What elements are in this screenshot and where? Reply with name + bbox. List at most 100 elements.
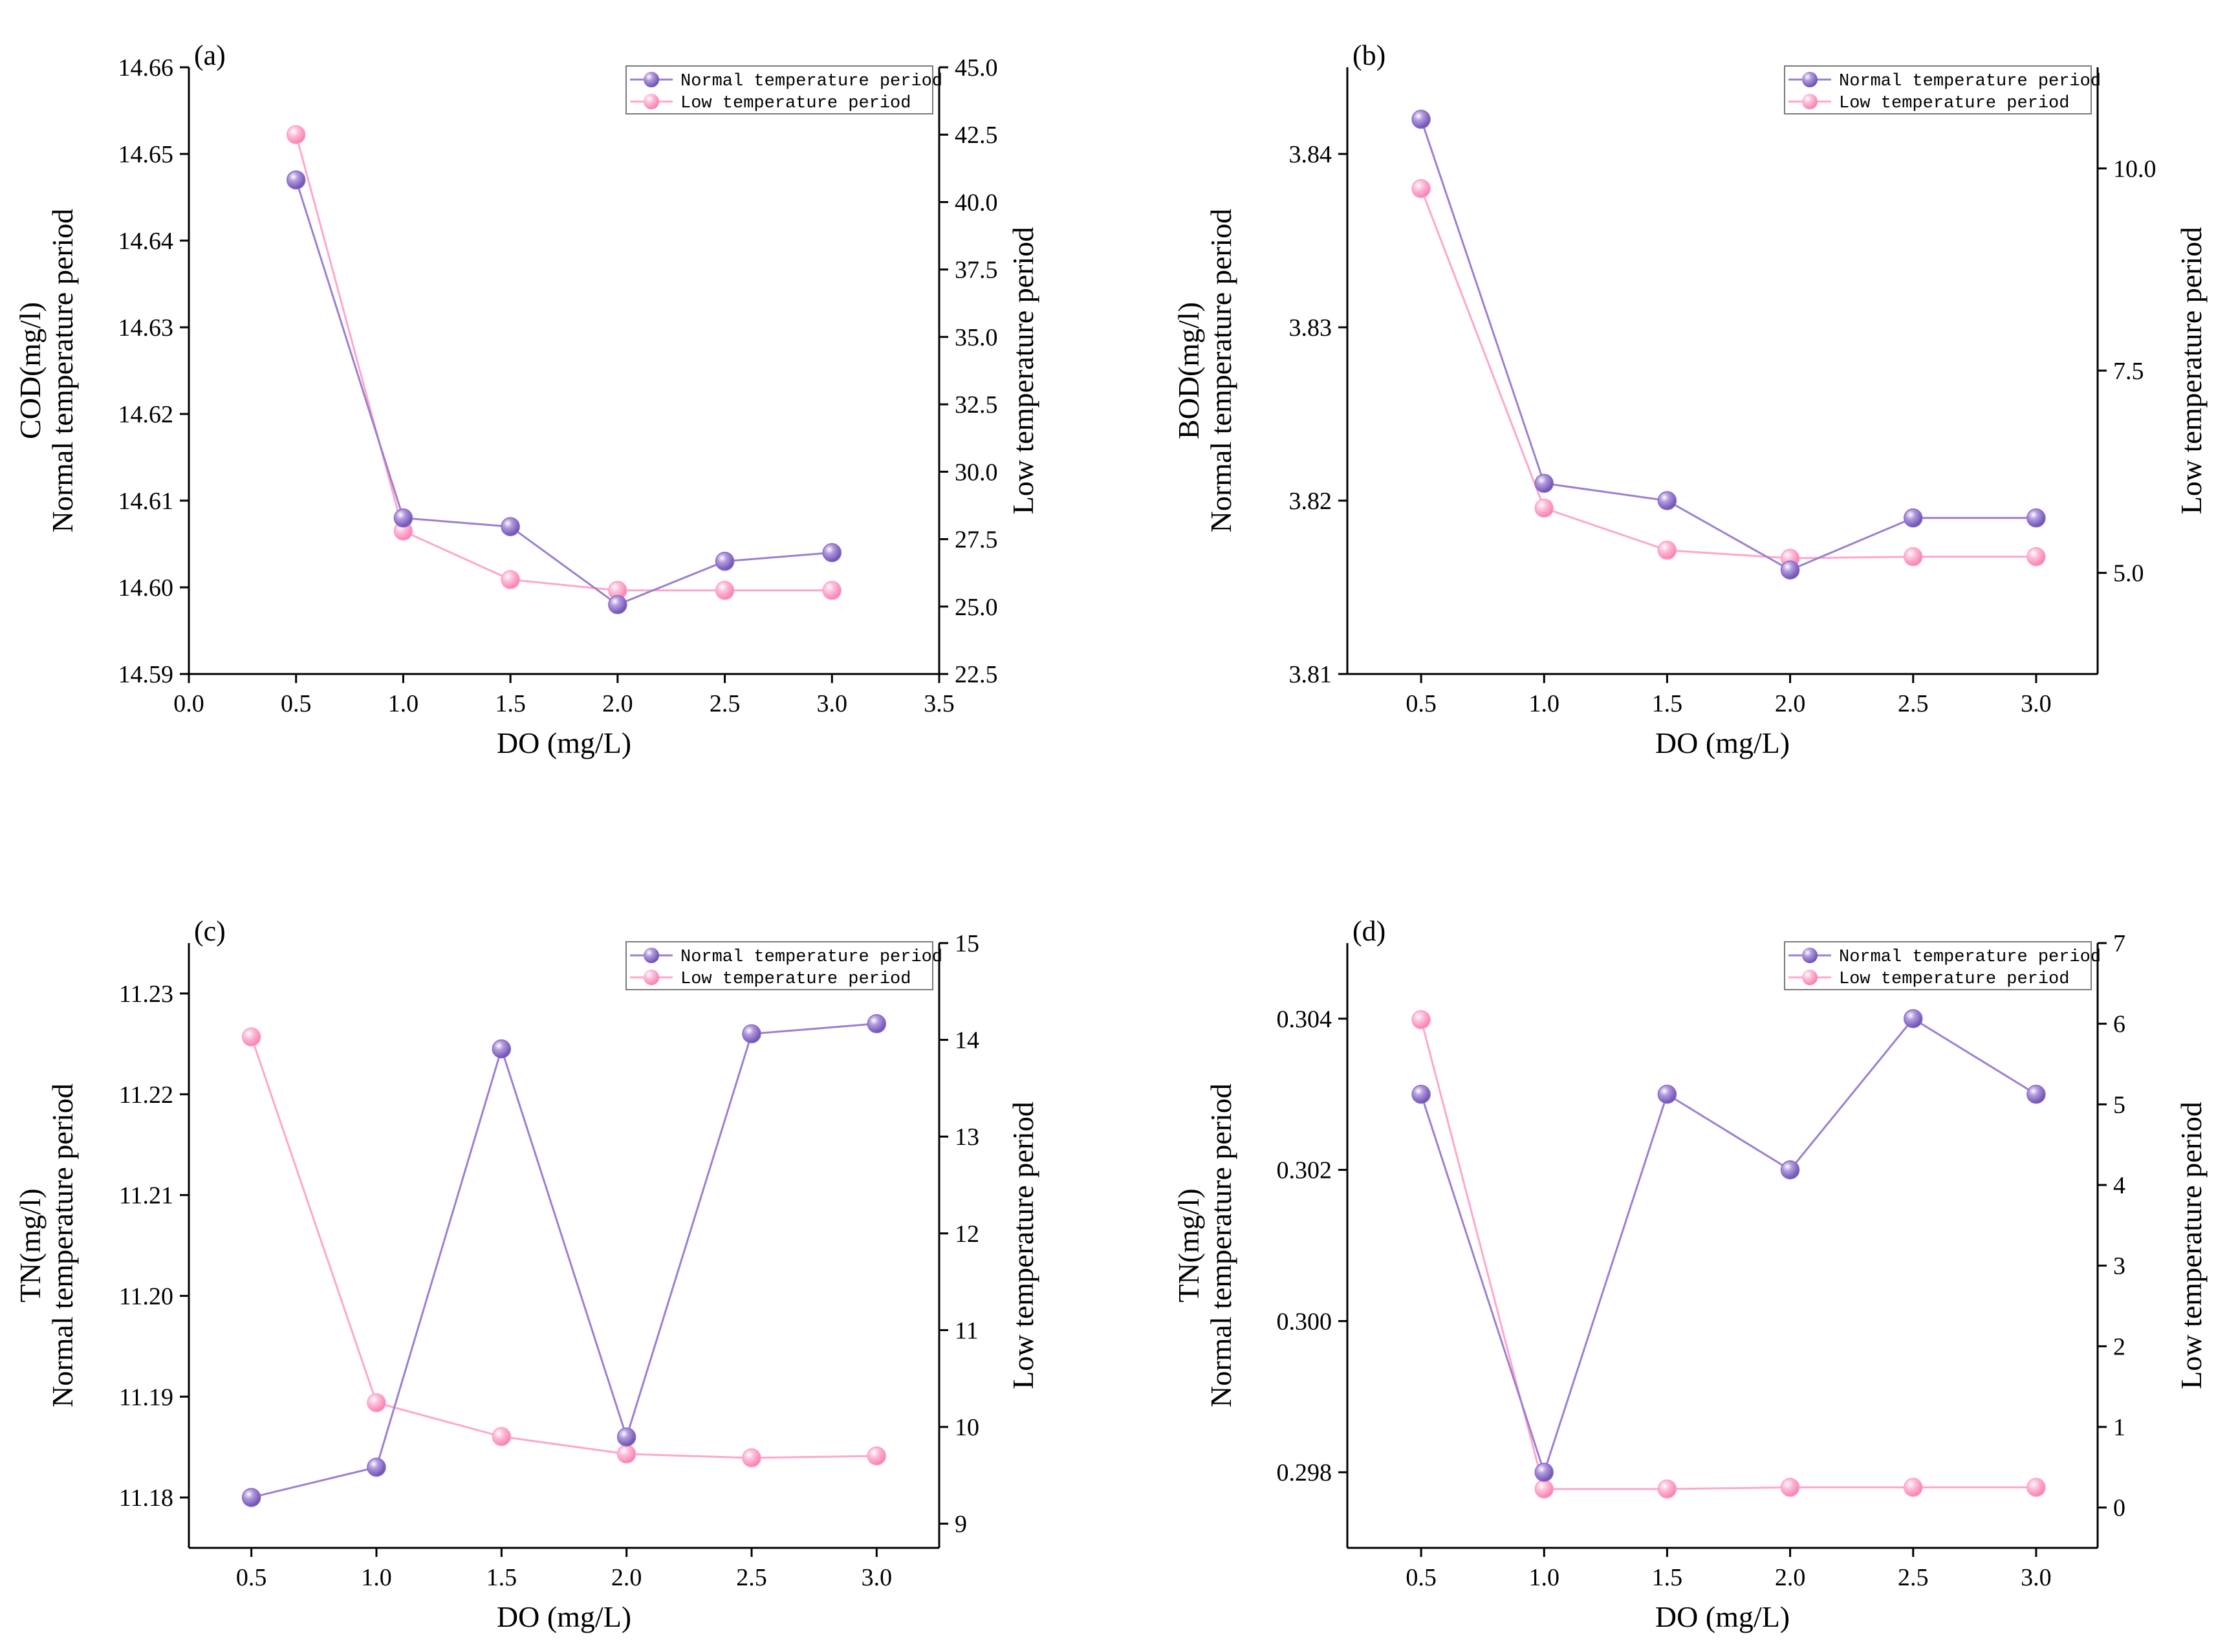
- normal-series-point: [867, 1014, 887, 1034]
- y-tick-label: 14.60: [118, 574, 174, 602]
- legend-label: Low temperature period: [1839, 970, 2069, 989]
- y2-tick-label: 45.0: [955, 54, 998, 82]
- x-axis-title: DO (mg/L): [497, 1600, 631, 1633]
- y-axis-title: TN(mg/l): [14, 1188, 47, 1302]
- x-tick-label: 3.0: [2021, 1564, 2052, 1591]
- panel-label: (b): [1352, 39, 1385, 71]
- normal-series-point: [715, 552, 735, 571]
- normal-series-point: [367, 1457, 386, 1477]
- y2-tick-label: 1: [2113, 1414, 2125, 1441]
- y-axis-title: COD(mg/l): [14, 302, 47, 439]
- y-axis-subtitle: Normal temperature period: [46, 209, 79, 533]
- chart-panel-d: 0.5 1.0 1.5 2.0 2.5 3.0 0.298 0.300 0.302 0.304 0 1…: [1172, 915, 2208, 1633]
- y-tick-label: 14.62: [118, 401, 174, 428]
- normal-series-point: [241, 1488, 261, 1507]
- y2-tick-label: 13: [955, 1124, 979, 1151]
- y2-tick-label: 4: [2113, 1172, 2125, 1199]
- normal-series-point: [492, 1039, 512, 1059]
- x-tick-label: 0.5: [236, 1564, 267, 1591]
- low-series-point: [1411, 1010, 1431, 1030]
- legend-box: [625, 941, 933, 990]
- low-series-point: [1534, 498, 1554, 518]
- y-tick-label: 3.81: [1289, 661, 1332, 688]
- x-tick-label: 3.0: [2021, 690, 2052, 717]
- low-series-point: [822, 581, 842, 600]
- y-axis-subtitle: Normal temperature period: [46, 1083, 79, 1407]
- legend: Normal temperature period Low temperature…: [625, 941, 942, 990]
- x-axis-title: DO (mg/L): [1655, 726, 1790, 759]
- low-series-point: [742, 1448, 761, 1468]
- panel-label: (c): [194, 915, 226, 947]
- y-axis-subtitle: Normal temperature period: [1204, 1083, 1237, 1407]
- y2-axis-title: Low temperature period: [2175, 1102, 2208, 1389]
- y2-tick-label: 12: [955, 1221, 979, 1248]
- legend-marker: [1802, 72, 1818, 87]
- y-axis-title: BOD(mg/l): [1172, 302, 1205, 439]
- low-series-line: [1420, 188, 2036, 560]
- normal-series-point: [1780, 1160, 1800, 1180]
- legend-label: Normal temperature period: [1839, 948, 2101, 967]
- x-tick-label: 1.0: [361, 1564, 392, 1591]
- low-series-line: [1420, 1019, 2036, 1490]
- x-tick-label: 1.5: [486, 1564, 517, 1591]
- y-tick-label: 11.21: [119, 1182, 173, 1210]
- normal-series-point: [1657, 491, 1677, 510]
- legend-label: Low temperature period: [1839, 94, 2069, 113]
- low-series-point: [1657, 1479, 1677, 1499]
- normal-series-point: [286, 170, 306, 190]
- low-series-point: [1780, 1477, 1800, 1497]
- x-tick-label: 1.5: [495, 690, 526, 717]
- x-tick-label: 3.0: [817, 690, 848, 717]
- y-tick-label: 0.304: [1277, 1006, 1332, 1033]
- y2-axis-title: Low temperature period: [1006, 227, 1039, 514]
- x-tick-label: 1.0: [1529, 1564, 1560, 1591]
- y-tick-label: 14.65: [118, 141, 174, 168]
- low-series-point: [2026, 547, 2046, 567]
- y2-tick-label: 5: [2113, 1091, 2125, 1118]
- chart-panel-b: 0.5 1.0 1.5 2.0 2.5 3.0 3.81 3.82 3.83 3.84 5.0 7.5…: [1172, 39, 2208, 759]
- legend-label: Low temperature period: [680, 94, 911, 113]
- legend: Normal temperature period Low temperature…: [1784, 941, 2101, 990]
- x-tick-label: 2.5: [1898, 690, 1929, 717]
- x-axis-title: DO (mg/L): [497, 726, 631, 759]
- low-series-point: [241, 1027, 261, 1047]
- x-axis-title: DO (mg/L): [1655, 1600, 1790, 1633]
- x-tick-label: 0.5: [281, 690, 312, 717]
- y-tick-label: 11.22: [119, 1081, 173, 1109]
- legend-marker: [1802, 94, 1818, 109]
- normal-series-point: [608, 595, 627, 614]
- legend-label: Normal temperature period: [680, 948, 942, 967]
- x-tick-label: 0.5: [1406, 690, 1437, 717]
- low-series-point: [2026, 1477, 2046, 1497]
- y2-tick-label: 11: [955, 1317, 979, 1344]
- legend-box: [1784, 941, 2092, 990]
- y2-tick-label: 14: [955, 1027, 979, 1054]
- legend-marker: [644, 94, 659, 109]
- x-tick-label: 2.0: [611, 1564, 642, 1591]
- y2-tick-label: 40.0: [955, 189, 998, 216]
- normal-series-point: [2026, 508, 2046, 528]
- y2-tick-label: 2: [2113, 1333, 2125, 1360]
- y2-tick-label: 10.0: [2113, 155, 2156, 182]
- y2-tick-label: 7.5: [2113, 358, 2144, 385]
- y2-tick-label: 7: [2113, 930, 2125, 957]
- low-series-point: [492, 1427, 512, 1446]
- x-tick-label: 0.5: [1406, 1564, 1437, 1591]
- normal-series-point: [393, 508, 413, 528]
- x-tick-label: 0.0: [173, 690, 204, 717]
- y2-tick-label: 37.5: [955, 257, 998, 284]
- y2-tick-label: 25.0: [955, 594, 998, 621]
- legend-marker: [1802, 948, 1818, 963]
- normal-series-point: [1780, 560, 1800, 580]
- normal-series-point: [742, 1024, 761, 1043]
- y-tick-label: 14.61: [118, 488, 174, 515]
- chart-panel-c: 0.5 1.0 1.5 2.0 2.5 3.0 11.18 11.19 11.20 11.21 11…: [14, 915, 1039, 1633]
- legend-label: Normal temperature period: [1839, 72, 2101, 91]
- y2-tick-label: 6: [2113, 1011, 2125, 1038]
- x-tick-label: 2.5: [1898, 1564, 1929, 1591]
- legend-marker: [644, 72, 659, 87]
- normal-series-line: [1420, 118, 2036, 571]
- normal-series-point: [1534, 473, 1554, 493]
- panel-label: (a): [194, 39, 226, 71]
- y-tick-label: 3.84: [1289, 141, 1332, 168]
